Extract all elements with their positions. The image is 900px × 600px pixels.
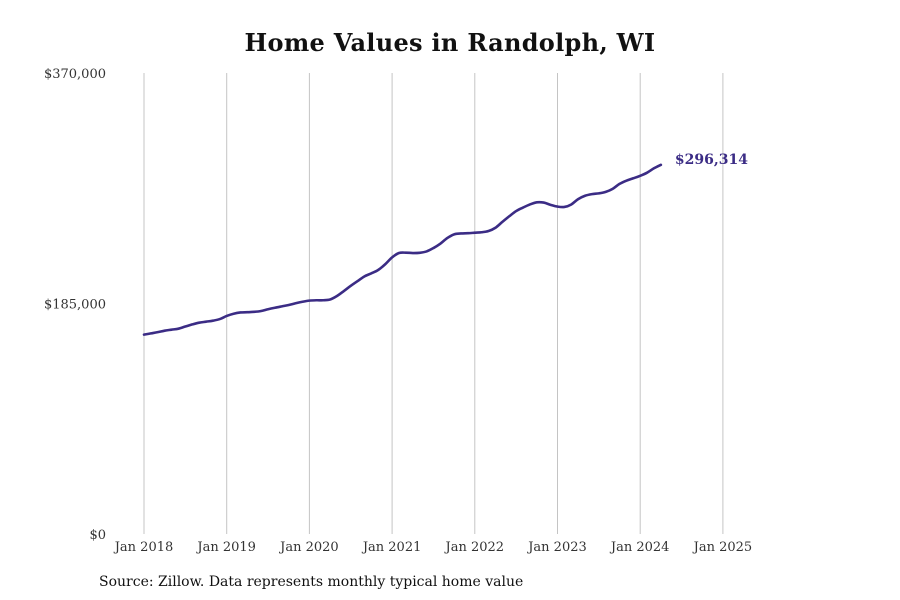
chart-title: Home Values in Randolph, WI	[244, 28, 656, 57]
x-tick-label-7: Jan 2025	[692, 540, 753, 555]
x-tick-label-6: Jan 2024	[609, 540, 670, 555]
y-tick-label-2: $370,000	[44, 67, 106, 82]
y-tick-label-1: $185,000	[44, 298, 106, 313]
x-tick-label-4: Jan 2022	[444, 540, 505, 555]
source-note: Source: Zillow. Data represents monthly …	[99, 574, 524, 590]
x-tick-label-5: Jan 2023	[526, 540, 587, 555]
series-line	[142, 163, 663, 336]
x-tick-label-3: Jan 2021	[361, 540, 422, 555]
x-tick-label-2: Jan 2020	[278, 540, 339, 555]
y-tick-label-0: $0	[89, 528, 106, 543]
x-tick-label-0: Jan 2018	[113, 540, 174, 555]
end-value-label: $296,314	[675, 152, 748, 168]
x-tick-label-1: Jan 2019	[195, 540, 256, 555]
